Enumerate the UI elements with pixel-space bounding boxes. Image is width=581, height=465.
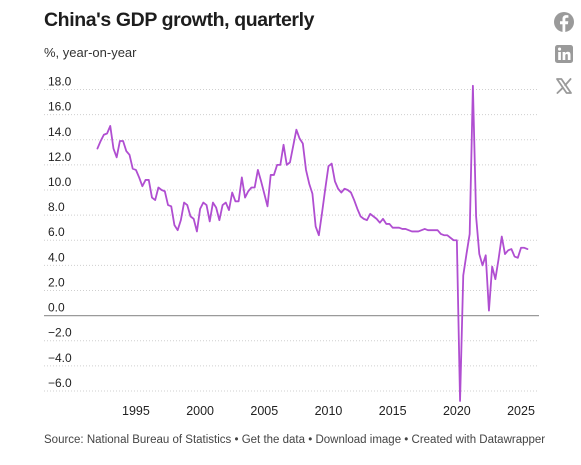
- source-text: Source: National Bureau of Statistics: [44, 434, 232, 446]
- y-tick-label: 16.0: [48, 100, 72, 114]
- y-tick-label: 4.0: [48, 250, 65, 264]
- y-tick-label: 0.0: [48, 301, 65, 315]
- y-tick-label: 18.0: [48, 75, 72, 89]
- facebook-icon[interactable]: [551, 9, 577, 35]
- y-tick-label: −2.0: [48, 326, 72, 340]
- chart-title: China's GDP growth, quarterly: [44, 9, 315, 31]
- footer: Source: National Bureau of Statistics • …: [44, 433, 546, 448]
- share-buttons: [551, 9, 577, 105]
- x-tick-label: 1995: [122, 404, 150, 418]
- x-tick-label: 2020: [443, 404, 471, 418]
- y-tick-label: 14.0: [48, 125, 72, 139]
- created-with-link[interactable]: Created with Datawrapper: [411, 434, 546, 446]
- download-image-link[interactable]: Download image: [315, 434, 402, 446]
- x-tick-label: 2015: [379, 404, 407, 418]
- gdp-growth-line: [96, 84, 529, 402]
- x-tick-label: 2005: [250, 404, 278, 418]
- y-tick-label: 6.0: [48, 225, 65, 239]
- x-tick-label: 2025: [507, 404, 535, 418]
- gridlines: [44, 89, 539, 392]
- x-axis: 1995 2000 2005 2010 2015 2020 2025: [122, 404, 535, 418]
- get-data-link[interactable]: Get the data: [241, 434, 306, 446]
- linkedin-icon[interactable]: [551, 41, 577, 67]
- footer-separator: •: [231, 434, 242, 446]
- y-tick-label: 12.0: [48, 150, 72, 164]
- y-tick-label: −4.0: [48, 351, 72, 365]
- y-tick-label: 10.0: [48, 175, 72, 189]
- y-tick-label: −6.0: [48, 376, 72, 390]
- y-axis: 18.0 16.0 14.0 12.0 10.0 8.0 6.0 4.0 2.0 0.0 −2.0 −…: [48, 75, 72, 390]
- y-tick-label: 8.0: [48, 200, 65, 214]
- x-icon[interactable]: [551, 73, 577, 99]
- x-tick-label: 2010: [315, 404, 343, 418]
- chart-subtitle: %, year-on-year: [44, 45, 137, 60]
- footer-separator: •: [401, 434, 412, 446]
- series-layer: [96, 84, 529, 402]
- x-tick-label: 2000: [186, 404, 214, 418]
- y-tick-label: 2.0: [48, 275, 65, 289]
- line-chart: 18.0 16.0 14.0 12.0 10.0 8.0 6.0 4.0 2.0 0.0 −2.0 −…: [44, 75, 539, 418]
- footer-separator: •: [305, 434, 316, 446]
